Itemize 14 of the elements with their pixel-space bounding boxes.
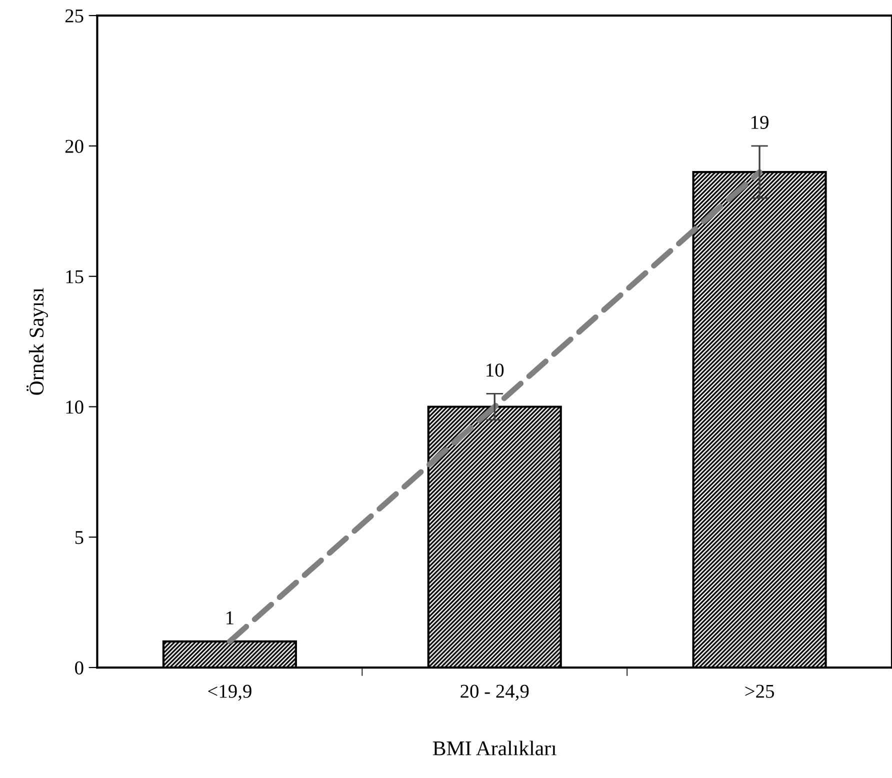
data-label: 10 — [486, 364, 504, 377]
x-tick-label: >25 — [745, 684, 774, 698]
data-label: 19 — [752, 116, 768, 129]
y-tick-label: 10 — [66, 400, 84, 414]
y-tick-label: 15 — [66, 270, 84, 284]
y-axis-title: Örnek Sayısı — [26, 288, 48, 395]
y-tick-label: 20 — [65, 140, 84, 153]
data-label: 1 — [226, 611, 234, 624]
y-tick-label: 0 — [75, 661, 84, 674]
x-tick-label: 20 - 24,9 — [460, 684, 529, 701]
x-axis-title: BMI Aralıkları — [433, 740, 556, 756]
x-tick-label: <19,9 — [208, 684, 252, 701]
y-tick-label: 5 — [75, 531, 84, 544]
y-tick-label: 25 — [65, 9, 84, 22]
